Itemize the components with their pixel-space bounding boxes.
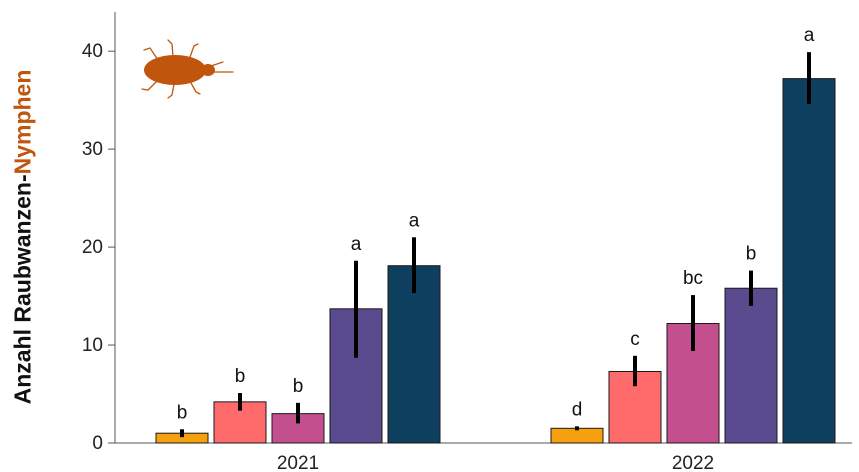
bar xyxy=(782,78,836,444)
significance-letter: bc xyxy=(683,268,703,289)
y-ticks: 0 10 20 30 40 xyxy=(82,41,115,454)
significance-letter: a xyxy=(409,210,420,231)
x-tick-labels: 2021 2022 xyxy=(277,453,714,472)
x-tick-label: 2022 xyxy=(672,453,714,472)
y-tick-label: 30 xyxy=(82,139,103,160)
significance-letter: d xyxy=(572,399,583,420)
significance-letter: b xyxy=(235,366,246,387)
bar xyxy=(387,265,441,444)
significance-letter: c xyxy=(630,329,640,350)
y-tick-label: 20 xyxy=(82,237,103,258)
significance-letter: a xyxy=(804,25,815,46)
x-tick-label: 2021 xyxy=(277,453,319,472)
significance-letter: a xyxy=(351,234,362,255)
bars: b b b a a d c bc b a xyxy=(155,25,836,444)
bar xyxy=(724,287,778,444)
y-tick-label: 10 xyxy=(82,335,103,356)
bar xyxy=(550,427,604,444)
significance-letter: b xyxy=(177,402,188,423)
y-tick-label: 40 xyxy=(82,41,103,62)
significance-letter: b xyxy=(746,244,757,265)
bar xyxy=(666,322,720,444)
bug-icon xyxy=(141,39,234,99)
y-tick-label: 0 xyxy=(92,433,103,454)
significance-letter: b xyxy=(293,376,304,397)
